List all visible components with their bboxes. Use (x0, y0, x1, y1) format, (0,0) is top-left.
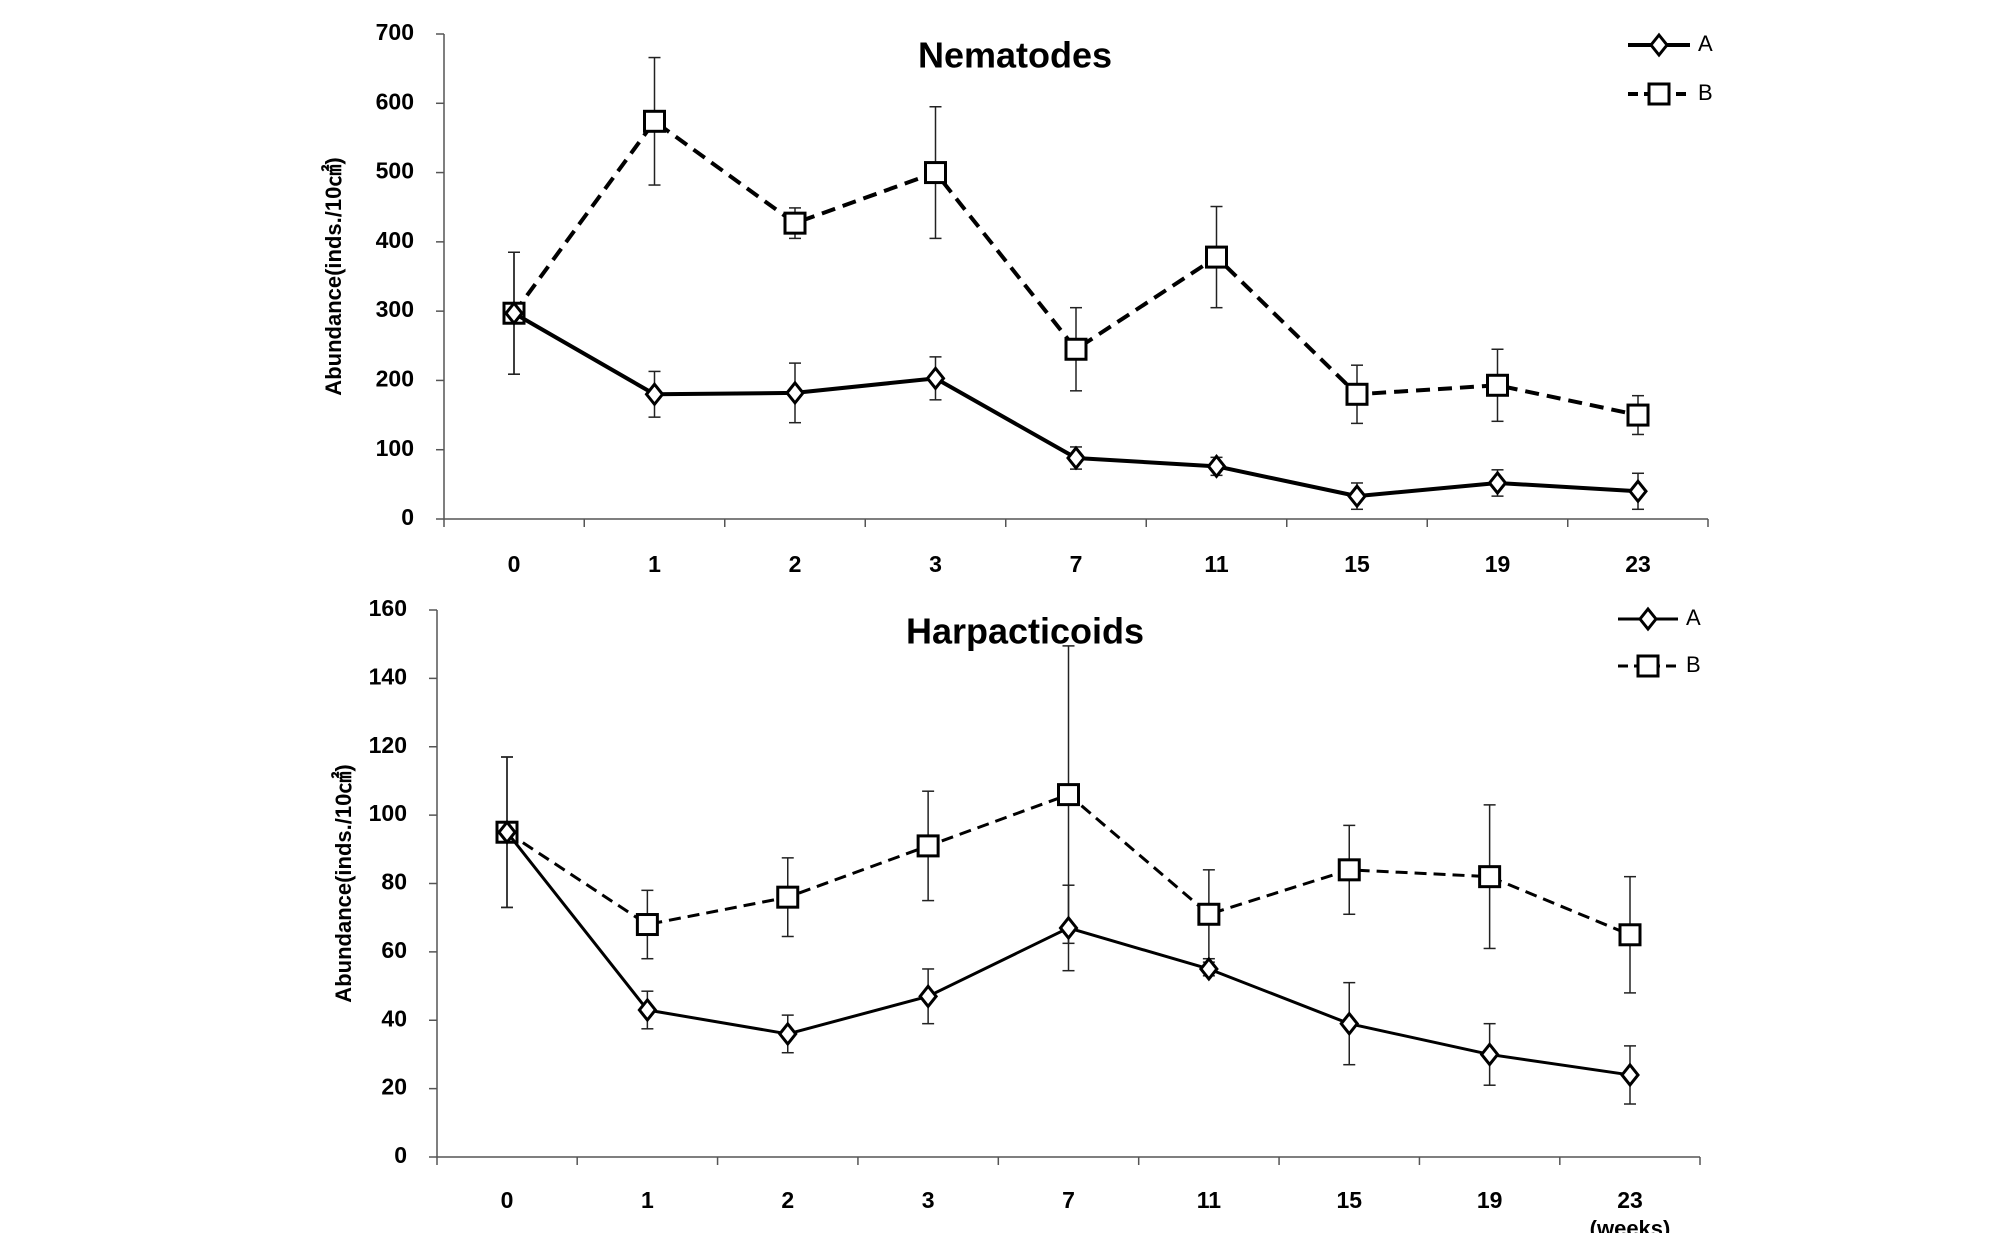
data-point-b (635, 913, 659, 937)
data-point-b (1057, 783, 1080, 807)
data-point-b (643, 109, 666, 133)
y-tick-label: 20 (381, 1074, 407, 1100)
x-tick-label: 23 (1617, 1187, 1643, 1213)
data-point-b (1626, 403, 1650, 427)
legend: AB (1628, 31, 1713, 106)
data-point-a (504, 300, 524, 326)
x-tick-label: 11 (1204, 551, 1229, 577)
legend-marker-b (1647, 82, 1671, 106)
x-tick-label: 0 (508, 551, 521, 577)
data-point-b (1337, 858, 1361, 882)
legend-marker-a (1649, 32, 1669, 58)
y-tick-label: 80 (381, 869, 407, 895)
legend: AB (1618, 605, 1701, 678)
series-line-b (512, 119, 1639, 418)
x-tick-label: 19 (1477, 1187, 1503, 1213)
y-tick-label: 60 (381, 937, 407, 963)
x-tick-label: 7 (1070, 551, 1083, 577)
data-point-a (925, 365, 946, 391)
data-point-a (1339, 1011, 1360, 1037)
x-tick-label: 11 (1197, 1187, 1222, 1213)
y-tick-label: 100 (376, 435, 414, 461)
chart-title: Harpacticoids (906, 611, 1144, 652)
y-tick-label: 0 (401, 504, 414, 530)
y-axis-label: Abundance(inds./10㎠) (331, 764, 356, 1002)
data-point-b (924, 161, 947, 185)
y-tick-label: 200 (376, 366, 414, 392)
chart-panel-2: HarpacticoidsAbundance(inds./10㎠)0204060… (331, 595, 1701, 1238)
x-tick-label: 15 (1336, 1187, 1362, 1213)
data-point-b (1205, 245, 1228, 269)
x-tick-label: 15 (1344, 551, 1370, 577)
x-tick-label: 2 (789, 551, 802, 577)
data-point-a (1628, 478, 1648, 504)
y-tick-label: 500 (376, 158, 414, 184)
series-a (497, 756, 1640, 1105)
data-point-a (1487, 470, 1508, 496)
data-point-b (916, 834, 940, 858)
x-tick-label: 19 (1485, 551, 1511, 577)
data-point-a (637, 997, 658, 1023)
legend-label-a: A (1698, 31, 1713, 56)
chart-panel-1: Nematodes Abundance(inds./10㎠) 0 100 200 300 4… (321, 19, 1713, 577)
y-tick-label: 140 (369, 663, 407, 689)
legend-marker-a (1638, 606, 1658, 632)
y-tick-label: 600 (376, 88, 414, 114)
data-point-b (1618, 923, 1642, 947)
y-tick-label: 0 (394, 1142, 407, 1168)
x-tick-label: 1 (641, 1187, 654, 1213)
chart-title: Nematodes (918, 35, 1112, 76)
data-point-a (1206, 453, 1227, 479)
legend-label-b: B (1698, 80, 1713, 105)
y-tick-label: 400 (376, 227, 414, 253)
data-point-a (1066, 445, 1086, 471)
y-tick-label: 120 (369, 732, 407, 758)
x-tick-label: 1 (648, 551, 661, 577)
x-tick-label: 3 (929, 551, 942, 577)
y-tick-label: 700 (376, 19, 414, 45)
x-axis-unit-label: (weeks) (1590, 1216, 1671, 1233)
legend-label-b: B (1686, 652, 1701, 677)
data-point-a (785, 380, 805, 406)
data-point-a (1479, 1042, 1500, 1067)
data-point-b (1345, 382, 1369, 406)
data-point-b (1478, 865, 1502, 889)
data-point-a (1198, 956, 1219, 982)
x-tick-label: 0 (501, 1187, 514, 1213)
data-point-a (1620, 1062, 1640, 1088)
data-point-b (1486, 373, 1509, 397)
y-axis-label: Abundance(inds./10㎠) (321, 157, 346, 395)
data-point-b (1064, 337, 1088, 361)
x-tick-label: 3 (922, 1187, 935, 1213)
data-point-a (497, 819, 517, 845)
series-b (502, 56, 1650, 436)
y-tick-label: 100 (369, 800, 407, 826)
x-tick-label: 23 (1625, 551, 1651, 577)
data-point-b (1197, 902, 1221, 926)
data-point-a (1058, 915, 1079, 941)
y-tick-label: 300 (376, 296, 414, 322)
data-point-a (1347, 483, 1367, 509)
x-tick-label: 7 (1062, 1187, 1075, 1213)
y-tick-label: 40 (381, 1005, 407, 1031)
data-point-a (777, 1021, 798, 1047)
data-point-a (918, 983, 939, 1009)
x-tick-label: 2 (781, 1187, 794, 1213)
legend-marker-b (1636, 654, 1660, 678)
data-point-a (644, 381, 665, 407)
data-point-b (783, 211, 807, 235)
series-a (504, 251, 1648, 511)
y-tick-label: 160 (369, 595, 407, 621)
data-point-b (776, 885, 800, 909)
legend-label-a: A (1686, 605, 1701, 630)
